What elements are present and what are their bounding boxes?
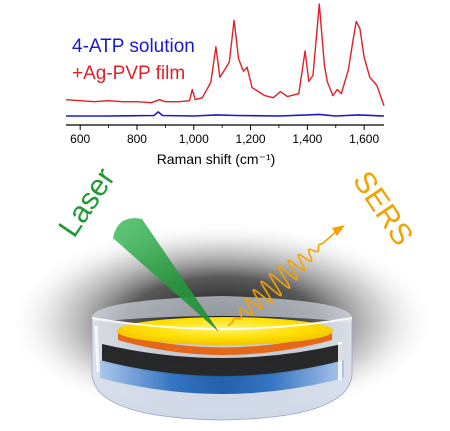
spectrum-series xyxy=(65,3,385,117)
x-tick-label-800: 800 xyxy=(127,132,147,146)
dish-back-wall xyxy=(92,296,352,322)
series-line-ag-pvp-film xyxy=(65,3,385,107)
dish-interior xyxy=(102,344,342,377)
x-tick-label-1200: 1,200 xyxy=(236,132,266,146)
sers-scattered-wave xyxy=(227,229,339,327)
x-tick-label-600: 600 xyxy=(70,132,90,146)
x-tick-label-1000: 1,000 xyxy=(179,132,209,146)
substrate-edge xyxy=(118,333,332,355)
sers-illustration: Laser SERS xyxy=(7,162,437,422)
laser-label: Laser xyxy=(52,162,121,243)
ag-pvp-film xyxy=(117,317,333,345)
sers-label: SERS xyxy=(346,165,419,251)
x-tick-label-1400: 1,400 xyxy=(292,132,322,146)
series-line-4-atp-solution xyxy=(66,111,385,117)
x-axis-tick-labels: 600 800 1,000 1,200 1,400 1,600 xyxy=(70,132,379,146)
laser-beam xyxy=(113,218,219,332)
x-axis-title: Raman shift (cm⁻¹) xyxy=(157,151,276,167)
x-tick-label-1600: 1,600 xyxy=(349,132,379,146)
x-axis-ticks xyxy=(79,125,365,130)
legend-entry-ag-pvp-film: +Ag-PVP film xyxy=(72,63,185,84)
dish-rim xyxy=(91,317,353,330)
dish-glint-left xyxy=(94,325,100,373)
sers-arrow-head xyxy=(332,225,345,236)
liquid-layer xyxy=(100,360,344,394)
legend-entry-4-atp-solution: 4-ATP solution xyxy=(72,36,195,57)
raman-spectrum-chart: 600 800 1,000 1,200 1,400 1,600 Raman shift (… xyxy=(65,3,385,167)
